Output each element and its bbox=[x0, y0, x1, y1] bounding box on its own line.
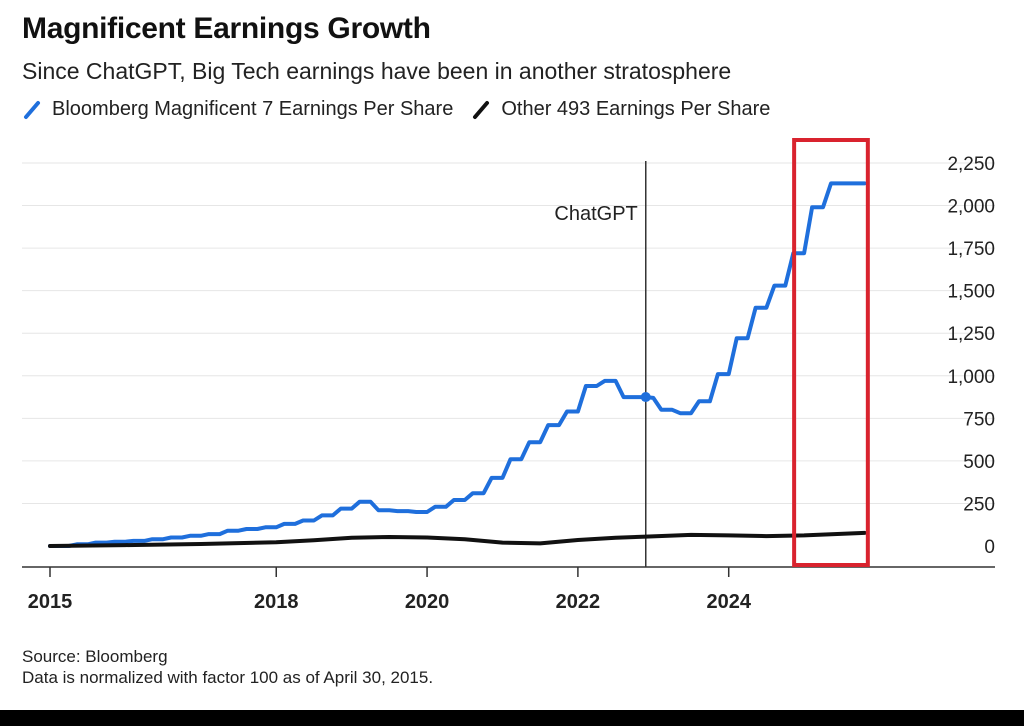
y-tick-label-1250: 1,250 bbox=[947, 324, 995, 345]
bottom-bar bbox=[0, 710, 1024, 726]
y-tick-label-2000: 2,000 bbox=[947, 197, 995, 218]
normalization-note: Data is normalized with factor 100 as of… bbox=[22, 668, 434, 687]
chart-subtitle: Since ChatGPT, Big Tech earnings have be… bbox=[22, 58, 732, 84]
annotation-label-chatgpt: ChatGPT bbox=[554, 203, 637, 225]
chart-plot: 0 250 500 750 1,000 1,250 1,500 1,750 2,000 2,250… bbox=[22, 138, 995, 613]
legend-label-other493: Other 493 Earnings Per Share bbox=[501, 98, 771, 120]
legend-item-other493: Other 493 Earnings Per Share bbox=[471, 98, 770, 121]
source-note: Source: Bloomberg bbox=[22, 647, 168, 666]
x-tick-label-2015: 2015 bbox=[28, 591, 73, 613]
series-line-other493 bbox=[48, 530, 867, 548]
highlight-box bbox=[792, 138, 870, 567]
y-tick-label-1000: 1,000 bbox=[947, 367, 995, 388]
chart-title: Magnificent Earnings Growth bbox=[22, 12, 431, 45]
annotation-marker-chatgpt bbox=[640, 392, 651, 403]
legend-swatch-other493-line bbox=[473, 100, 490, 119]
legend-swatch-other493 bbox=[473, 100, 490, 119]
chart-footer: Source: Bloomberg Data is normalized wit… bbox=[22, 646, 433, 688]
legend-swatch-mag7 bbox=[24, 100, 40, 119]
y-tick-label-0: 0 bbox=[984, 537, 995, 558]
x-tick-label-2022: 2022 bbox=[556, 591, 601, 613]
y-tick-label-750: 750 bbox=[963, 409, 995, 430]
legend: Bloomberg Magnificent 7 Earnings Per Sha… bbox=[22, 98, 788, 121]
x-tick-label-2020: 2020 bbox=[405, 591, 450, 613]
y-tick-label-2250: 2,250 bbox=[947, 154, 995, 175]
series-line-mag7 bbox=[48, 181, 867, 548]
y-tick-label-500: 500 bbox=[963, 452, 995, 473]
y-tick-label-250: 250 bbox=[963, 494, 995, 515]
legend-item-mag7: Bloomberg Magnificent 7 Earnings Per Sha… bbox=[22, 98, 453, 121]
y-tick-label-1750: 1,750 bbox=[947, 239, 995, 260]
x-tick-label-2018: 2018 bbox=[254, 591, 299, 613]
x-tick-label-2024: 2024 bbox=[706, 591, 751, 613]
legend-swatch-mag7-line bbox=[24, 100, 40, 119]
legend-label-mag7: Bloomberg Magnificent 7 Earnings Per Sha… bbox=[52, 98, 454, 120]
y-tick-label-1500: 1,500 bbox=[947, 282, 995, 303]
